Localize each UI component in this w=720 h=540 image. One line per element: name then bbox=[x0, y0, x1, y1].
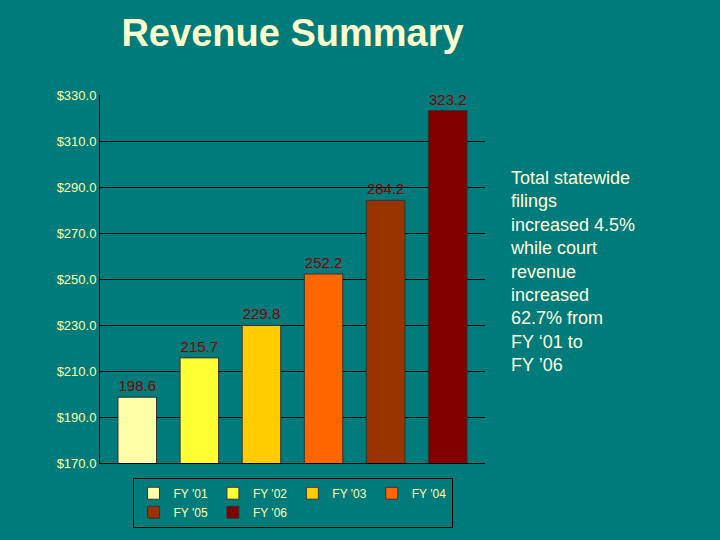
svg-text:$270.0: $270.0 bbox=[57, 226, 97, 241]
svg-text:$290.0: $290.0 bbox=[57, 180, 97, 195]
svg-text:FY '02: FY '02 bbox=[253, 487, 287, 501]
svg-text:284.2: 284.2 bbox=[367, 180, 405, 197]
svg-text:$230.0: $230.0 bbox=[57, 318, 97, 333]
svg-text:FY '03: FY '03 bbox=[332, 487, 366, 501]
svg-text:$210.0: $210.0 bbox=[57, 364, 97, 379]
svg-text:215.7: 215.7 bbox=[181, 338, 219, 355]
svg-text:Total statewidefilingsincrease: Total statewidefilingsincreased 4.5%whil… bbox=[510, 168, 635, 375]
svg-text:198.6: 198.6 bbox=[118, 377, 156, 394]
svg-text:$250.0: $250.0 bbox=[57, 272, 97, 287]
svg-text:252.2: 252.2 bbox=[305, 254, 343, 271]
svg-text:323.2: 323.2 bbox=[429, 91, 467, 108]
svg-text:229.8: 229.8 bbox=[243, 305, 281, 322]
svg-text:FY '05: FY '05 bbox=[174, 506, 208, 520]
svg-text:FY '04: FY '04 bbox=[412, 487, 446, 501]
svg-text:Revenue Summary: Revenue Summary bbox=[121, 12, 463, 54]
svg-text:FY '06: FY '06 bbox=[253, 506, 287, 520]
svg-text:$330.0: $330.0 bbox=[57, 88, 97, 103]
svg-text:$310.0: $310.0 bbox=[57, 134, 97, 149]
svg-text:$170.0: $170.0 bbox=[57, 456, 97, 471]
svg-text:$190.0: $190.0 bbox=[57, 410, 97, 425]
svg-text:FY '01: FY '01 bbox=[174, 487, 208, 501]
